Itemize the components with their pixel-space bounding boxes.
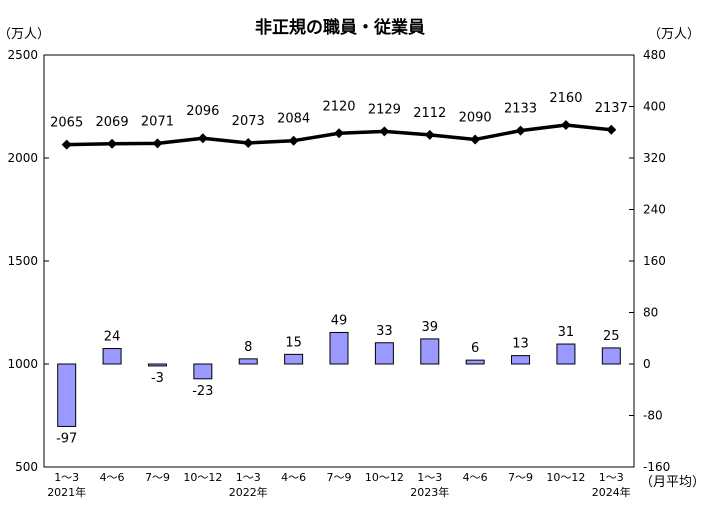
line-value-label: 2137	[595, 101, 628, 116]
x-year-label: 2022年	[229, 485, 268, 499]
x-year-label: 2023年	[410, 485, 449, 499]
bar	[102, 348, 122, 365]
line-value-label: 2112	[413, 106, 446, 121]
chart-title: 非正規の職員・従業員	[255, 17, 425, 38]
line-marker	[515, 125, 526, 136]
x-year-label: 2024年	[592, 485, 631, 499]
x-tick-label: 7～9	[327, 471, 352, 484]
bar	[284, 353, 304, 365]
line-value-label: 2065	[50, 116, 83, 131]
line-marker	[424, 129, 435, 140]
right-tick-label: 80	[643, 306, 658, 320]
x-tick-label: 4～6	[463, 471, 488, 484]
bar-value-label: 31	[558, 325, 575, 340]
right-tick-label: 0	[643, 357, 651, 371]
bar	[374, 342, 394, 365]
right-tick-label: -80	[643, 409, 663, 423]
x-tick-label: 1～3	[417, 471, 442, 484]
bar-value-label: 25	[603, 329, 620, 344]
line-marker	[606, 124, 617, 135]
bar	[193, 363, 213, 380]
bar	[511, 355, 531, 365]
x-tick-label: 10～12	[546, 471, 585, 484]
line-value-label: 2071	[141, 114, 174, 129]
x-axis-unit: （月平均）	[640, 475, 705, 490]
x-tick-label: 10～12	[183, 471, 222, 484]
right-tick-label: 320	[643, 151, 666, 165]
bar-value-label: 15	[285, 335, 302, 350]
bar-value-label: -23	[192, 384, 213, 399]
left-tick-label: 500	[15, 460, 38, 474]
line-value-label: 2073	[232, 114, 265, 129]
line-marker	[197, 133, 208, 144]
x-tick-label: 1～3	[599, 471, 624, 484]
line-value-label: 2133	[504, 102, 537, 117]
bar-value-label: 39	[421, 320, 438, 335]
x-tick-label: 4～6	[100, 471, 125, 484]
left-tick-label: 2500	[7, 48, 38, 62]
x-tick-label: 1～3	[54, 471, 79, 484]
bar-value-label: -97	[56, 431, 77, 446]
line-value-label: 2160	[549, 91, 582, 106]
x-tick-label: 1～3	[236, 471, 261, 484]
x-tick-label: 10～12	[365, 471, 404, 484]
line-value-label: 2129	[368, 102, 401, 117]
bar	[420, 338, 440, 365]
line-marker	[107, 138, 118, 149]
line-value-label: 2096	[186, 104, 219, 119]
plot-area	[43, 54, 635, 468]
bar	[601, 347, 621, 365]
right-tick-label: 240	[643, 203, 666, 217]
line-value-label: 2090	[459, 110, 492, 125]
bar	[238, 358, 258, 365]
bar	[57, 363, 77, 427]
line-marker	[470, 134, 481, 145]
left-tick-label: 2000	[7, 151, 38, 165]
line-marker	[560, 120, 571, 131]
bar-value-label: 33	[376, 324, 393, 339]
bar-value-label: 49	[331, 313, 348, 328]
x-tick-label: 7～9	[145, 471, 170, 484]
line-value-label: 2069	[96, 115, 129, 130]
bar	[147, 363, 167, 367]
right-tick-label: 400	[643, 100, 666, 114]
x-tick-label: 4～6	[281, 471, 306, 484]
line-marker	[334, 128, 344, 139]
right-tick-label: -160	[643, 460, 670, 474]
line-marker	[61, 139, 72, 150]
bar-value-label: 13	[512, 337, 529, 352]
right-tick-label: 160	[643, 254, 666, 268]
left-tick-label: 1000	[7, 357, 38, 371]
line-value-label: 2120	[322, 99, 355, 114]
x-year-label: 2021年	[47, 485, 86, 499]
x-tick-label: 7～9	[508, 471, 533, 484]
right-axis-unit: （万人）	[648, 27, 700, 42]
line-value-label: 2084	[277, 112, 310, 127]
left-tick-label: 1500	[7, 254, 38, 268]
bar-value-label: 6	[471, 341, 479, 356]
line-marker	[379, 126, 390, 137]
bar-value-label: 8	[244, 340, 252, 355]
bar-value-label: 24	[104, 330, 121, 345]
right-tick-label: 480	[643, 48, 666, 62]
bar-value-label: -3	[151, 371, 164, 386]
bar	[556, 343, 576, 365]
line-marker	[288, 135, 299, 146]
left-axis-unit: （万人）	[0, 27, 50, 42]
line-marker	[152, 138, 163, 149]
bar	[465, 359, 485, 365]
line-marker	[243, 137, 254, 148]
bar	[329, 331, 349, 365]
